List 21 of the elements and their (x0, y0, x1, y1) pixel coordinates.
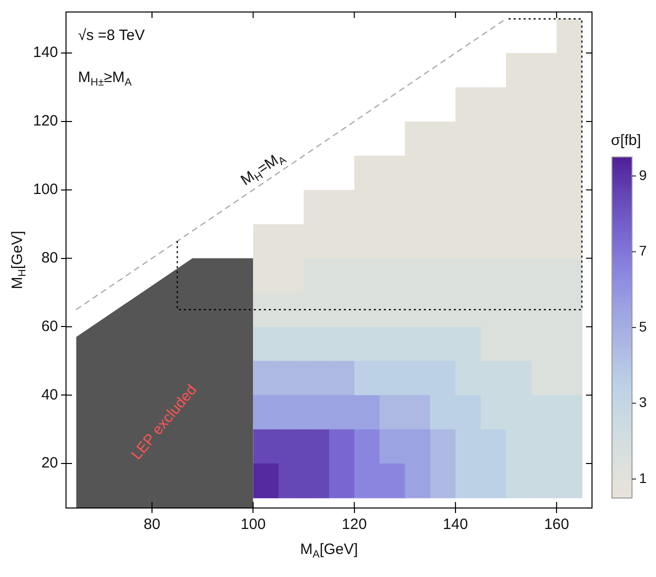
x-tick-label: 120 (342, 516, 367, 534)
x-tick-label: 160 (544, 516, 570, 534)
color-bar-title: σ[fb] (610, 132, 642, 150)
y-tick-label: 60 (41, 318, 58, 335)
text: MH=MA (238, 152, 289, 190)
y-axis-title: MH[GeV] (9, 230, 28, 290)
annotation: √s =8 TeV (78, 27, 145, 44)
y-tick-label: 20 (41, 454, 58, 472)
color-bar-label: 1 (639, 470, 647, 486)
x-tick-label: 80 (144, 516, 160, 534)
y-tick-label: 140 (32, 44, 58, 62)
y-tick-label: 120 (32, 112, 58, 130)
y-tick-label: 100 (32, 181, 58, 198)
color-bar-label: 7 (639, 242, 647, 259)
color-bar-label: 5 (639, 318, 647, 334)
color-bar-label: 9 (639, 166, 647, 183)
y-tick-label: 80 (41, 249, 58, 266)
x-tick-label: 140 (442, 516, 468, 534)
color-bar-label: 3 (639, 394, 647, 410)
y-tick-label: 40 (41, 386, 58, 404)
x-tick-label: 100 (240, 516, 266, 534)
